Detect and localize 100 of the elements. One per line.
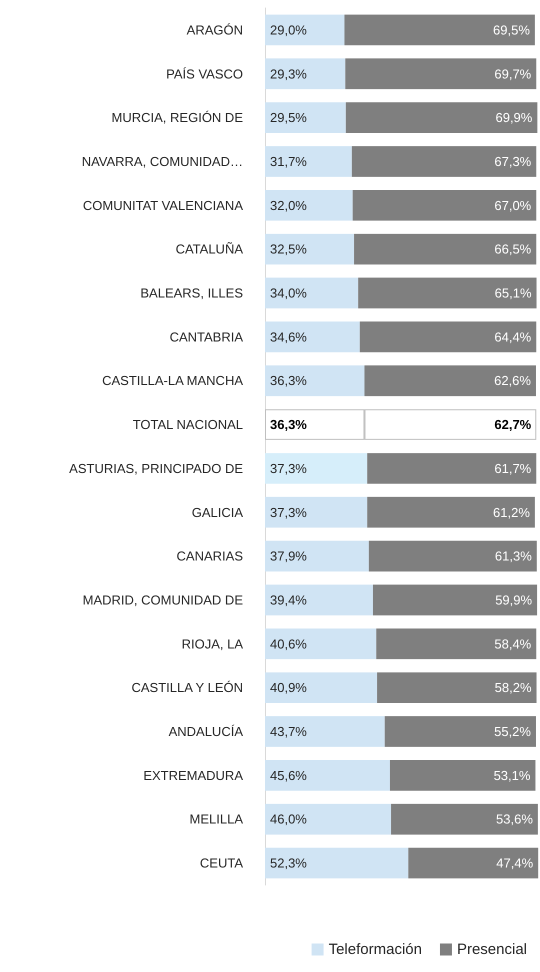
bar xyxy=(265,760,390,791)
data-label: 32,5% xyxy=(270,242,308,257)
y-tick-label: ARAGÓN xyxy=(186,22,243,38)
data-label: 66,5% xyxy=(494,242,532,257)
data-label: 69,5% xyxy=(493,22,530,38)
data-label: 37,3% xyxy=(270,504,308,520)
bar xyxy=(376,628,536,660)
data-label: 62,6% xyxy=(494,373,532,388)
data-label: 62,7% xyxy=(494,417,532,432)
data-label: 67,3% xyxy=(494,154,532,169)
data-label: 45,6% xyxy=(270,768,308,783)
data-label: 53,6% xyxy=(496,812,534,827)
bar xyxy=(265,453,368,484)
y-tick-label: TOTAL NACIONAL xyxy=(132,417,243,432)
bar xyxy=(352,146,536,177)
data-label: 53,1% xyxy=(494,768,531,783)
bar xyxy=(367,453,536,484)
data-label: 43,7% xyxy=(270,724,308,740)
bar xyxy=(265,58,346,90)
bar xyxy=(344,14,535,46)
data-label: 52,3% xyxy=(270,856,308,871)
y-tick-label: CASTILLA-LA MANCHA xyxy=(102,373,244,388)
data-label: 69,9% xyxy=(495,110,533,126)
data-label: 59,9% xyxy=(495,592,533,608)
bar xyxy=(352,190,536,221)
bar xyxy=(265,716,385,747)
bar xyxy=(345,58,536,90)
data-label: 37,9% xyxy=(270,548,308,564)
data-label: 55,2% xyxy=(494,724,532,740)
bar xyxy=(265,14,344,46)
bar xyxy=(390,760,536,791)
data-label: 29,3% xyxy=(270,66,308,82)
bar xyxy=(265,584,373,616)
y-tick-label: GALICIA xyxy=(192,504,244,520)
bar xyxy=(265,278,358,308)
y-tick-label: CATALUÑA xyxy=(176,242,244,257)
bar xyxy=(265,102,346,133)
bar xyxy=(265,672,378,704)
bar xyxy=(367,496,535,528)
bar xyxy=(265,496,368,528)
data-label: 46,0% xyxy=(270,812,308,827)
data-label: 34,0% xyxy=(270,286,308,301)
bar xyxy=(372,584,538,616)
data-label: 61,7% xyxy=(494,460,532,476)
y-tick-label: CEUTA xyxy=(200,856,244,871)
data-label: 36,3% xyxy=(270,373,308,388)
data-label: 65,1% xyxy=(494,286,532,301)
y-tick-label: CASTILLA Y LEÓN xyxy=(131,680,243,696)
bar xyxy=(384,716,536,747)
bar xyxy=(265,190,353,221)
y-tick-label: MADRID, COMUNIDAD DE xyxy=(82,592,244,608)
y-tick-label: COMUNITAT VALENCIANA xyxy=(82,198,244,213)
y-tick-label: MURCIA, REGIÓN DE xyxy=(112,110,244,126)
y-tick-label: ANDALUCÍA xyxy=(168,724,244,740)
data-label: 29,0% xyxy=(270,22,308,38)
bar xyxy=(265,234,354,265)
data-label: 40,9% xyxy=(270,680,308,696)
data-label: 36,3% xyxy=(270,417,308,432)
data-label: 31,7% xyxy=(270,154,308,169)
bar xyxy=(346,102,538,133)
data-label: 39,4% xyxy=(270,592,308,608)
data-label: 37,3% xyxy=(270,460,308,476)
bar xyxy=(265,848,408,878)
bar xyxy=(354,234,536,265)
legend-label: Presencial xyxy=(456,941,528,958)
y-tick-label: MELILLA xyxy=(190,812,244,827)
data-label: 34,6% xyxy=(270,329,308,344)
y-tick-label: EXTREMADURA xyxy=(143,768,244,783)
bar xyxy=(368,540,537,572)
y-tick-label: NAVARRA, COMUNIDAD… xyxy=(82,154,243,169)
bar xyxy=(364,365,536,396)
data-label: 47,4% xyxy=(496,856,534,871)
data-label: 58,4% xyxy=(494,636,532,652)
bar xyxy=(360,322,536,352)
bar xyxy=(377,672,537,704)
legend-label: Teleformación xyxy=(328,941,422,958)
data-label: 61,3% xyxy=(494,548,532,564)
data-label: 58,2% xyxy=(494,680,532,696)
data-label: 40,6% xyxy=(270,636,308,652)
data-label: 32,0% xyxy=(270,198,308,213)
y-tick-label: PAÍS VASCO xyxy=(166,66,243,82)
data-label: 69,7% xyxy=(494,66,532,82)
bar xyxy=(265,322,360,352)
data-label: 64,4% xyxy=(494,329,532,344)
bar xyxy=(265,804,392,835)
y-tick-label: RIOJA, LA xyxy=(182,636,244,652)
y-tick-label: ASTURIAS, PRINCIPADO DE xyxy=(69,460,244,476)
bar xyxy=(391,804,538,835)
y-tick-label: CANARIAS xyxy=(176,548,244,564)
data-label: 29,5% xyxy=(270,110,308,126)
y-tick-label: BALEARS, ILLES xyxy=(140,286,244,301)
y-tick-label: CANTABRIA xyxy=(170,329,244,344)
bar xyxy=(265,146,352,177)
bar xyxy=(408,848,538,878)
bar xyxy=(358,278,537,308)
bar xyxy=(265,365,364,396)
bar xyxy=(265,628,376,660)
data-label: 61,2% xyxy=(493,504,530,520)
data-label: 67,0% xyxy=(494,198,532,213)
bar xyxy=(265,540,369,572)
